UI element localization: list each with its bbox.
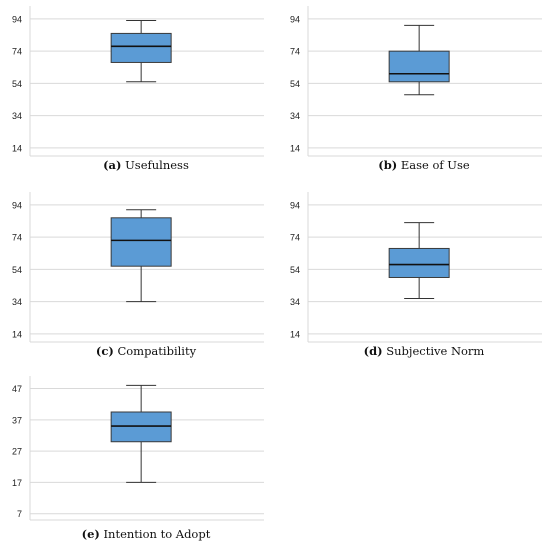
iqr-box xyxy=(388,247,450,278)
y-tick-label: 94 xyxy=(12,14,22,24)
boxplot-subjective-norm: 14 34 54 74 94 xyxy=(290,192,542,343)
y-tick-label: 7 xyxy=(17,509,22,519)
y-tick-label: 54 xyxy=(12,79,22,89)
y-tick-label: 54 xyxy=(12,265,22,275)
y-tick-label: 14 xyxy=(12,143,22,153)
y-tick-label: 34 xyxy=(12,297,22,307)
y-tick-label: 27 xyxy=(12,447,22,457)
caption-letter: (e) xyxy=(81,527,100,541)
caption-text: Usefulness xyxy=(125,158,189,172)
y-tick-label: 34 xyxy=(290,111,300,121)
y-tick-label: 34 xyxy=(12,111,22,121)
caption-letter: (d) xyxy=(363,344,383,358)
caption-text: Intention to Adopt xyxy=(103,527,211,541)
chart-panel-subjective-norm: 14 34 54 74 94 (d) Subjective Norm xyxy=(278,186,550,368)
y-tick-label: 54 xyxy=(290,79,300,89)
boxplot-intention-to-adopt: 7 17 27 37 47 xyxy=(12,376,264,521)
chart-panel-usefulness: 14 34 54 74 94 (a) Usefulness xyxy=(0,0,272,182)
caption-compatibility: (c) Compatibility xyxy=(20,344,272,358)
caption-subjective-norm: (d) Subjective Norm xyxy=(298,344,550,358)
y-tick-label: 74 xyxy=(290,233,300,243)
caption-ease-of-use: (b) Ease of Use xyxy=(298,158,550,172)
chart-panel-ease-of-use: 14 34 54 74 94 (b) Ease of Use xyxy=(278,0,550,182)
y-tick-label: 74 xyxy=(290,47,300,57)
caption-intention-to-adopt: (e) Intention to Adopt xyxy=(20,527,272,541)
caption-usefulness: (a) Usefulness xyxy=(20,158,272,172)
iqr-box xyxy=(110,32,172,63)
y-tick-label: 17 xyxy=(12,478,22,488)
y-tick-label: 94 xyxy=(290,200,300,210)
y-tick-label: 74 xyxy=(12,233,22,243)
y-tick-label: 34 xyxy=(290,297,300,307)
caption-letter: (c) xyxy=(95,344,114,358)
caption-text: Ease of Use xyxy=(400,158,470,172)
chart-panel-intention-to-adopt: 7 17 27 37 47 (e) Intention to Adopt xyxy=(0,370,272,546)
caption-text: Compatibility xyxy=(117,344,197,358)
iqr-box xyxy=(388,50,450,83)
y-tick-label: 14 xyxy=(290,329,300,339)
caption-letter: (b) xyxy=(378,158,398,172)
y-tick-label: 37 xyxy=(12,415,22,425)
chart-panel-compatibility: 14 34 54 74 94 (c) Compatibility xyxy=(0,186,272,368)
y-tick-label: 47 xyxy=(12,384,22,394)
y-tick-label: 94 xyxy=(290,14,300,24)
y-tick-label: 54 xyxy=(290,265,300,275)
caption-text: Subjective Norm xyxy=(386,344,485,358)
boxplot-compatibility: 14 34 54 74 94 xyxy=(12,192,264,343)
boxplot-ease-of-use: 14 34 54 74 94 xyxy=(290,6,542,157)
iqr-box xyxy=(110,217,172,267)
caption-letter: (a) xyxy=(103,158,122,172)
boxplot-usefulness: 14 34 54 74 94 xyxy=(12,6,264,157)
y-tick-label: 94 xyxy=(12,200,22,210)
y-tick-label: 14 xyxy=(12,329,22,339)
y-tick-label: 74 xyxy=(12,47,22,57)
y-tick-label: 14 xyxy=(290,143,300,153)
